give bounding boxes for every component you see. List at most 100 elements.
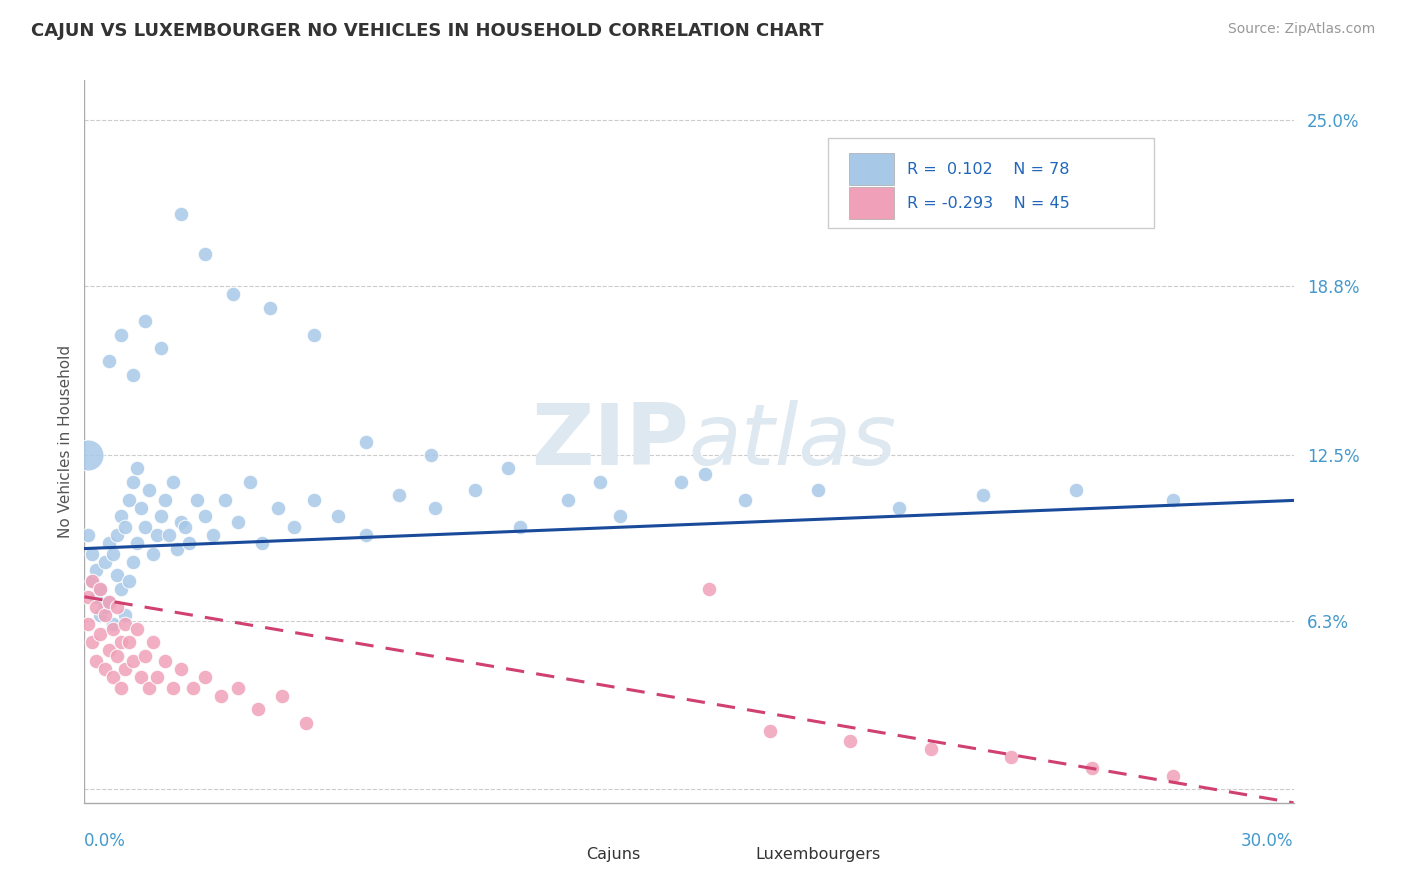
Point [89,582,111,596]
Point [82,574,104,588]
Point [420,448,443,462]
Text: R = -0.293    N = 45: R = -0.293 N = 45 [907,195,1070,211]
Point [149,509,172,524]
Point [86,563,108,577]
Point [93,608,115,623]
Point [246,702,269,716]
Point [887,501,910,516]
Bar [713,844,749,865]
Point [423,501,446,516]
Point [1000,750,1022,764]
Y-axis label: No Vehicles in Household: No Vehicles in Household [58,345,73,538]
Point [758,723,780,738]
Point [101,622,124,636]
Point [129,670,152,684]
Point [93,662,115,676]
Point [259,301,281,315]
Point [356,434,378,449]
Point [114,520,136,534]
Text: 30.0%: 30.0% [1241,831,1294,850]
Point [82,547,104,561]
Point [142,547,165,561]
Point [93,555,115,569]
Point [149,341,172,355]
Point [142,635,165,649]
Point [972,488,994,502]
Text: CAJUN VS LUXEMBOURGER NO VEHICLES IN HOUSEHOLD CORRELATION CHART: CAJUN VS LUXEMBOURGER NO VEHICLES IN HOU… [31,22,824,40]
Point [174,520,197,534]
Point [77,616,100,631]
Point [166,541,188,556]
Point [134,314,156,328]
Point [125,536,148,550]
Point [388,488,411,502]
Point [129,501,152,516]
Point [250,536,273,550]
Point [226,515,249,529]
Point [186,493,208,508]
Bar [544,844,581,865]
Bar [849,186,894,219]
Point [105,600,128,615]
Point [270,689,292,703]
Bar [849,153,894,186]
Point [134,648,156,663]
Point [170,515,193,529]
Text: R =  0.102    N = 78: R = 0.102 N = 78 [907,161,1069,177]
Point [464,483,486,497]
Point [118,493,141,508]
Point [97,354,120,368]
Point [509,520,531,534]
Point [170,662,193,676]
Point [110,635,132,649]
Point [283,520,305,534]
Point [239,475,262,489]
Point [105,568,128,582]
Point [77,528,100,542]
Point [121,654,143,668]
Point [589,475,612,489]
Point [114,616,136,631]
Point [807,483,830,497]
Point [356,528,378,542]
Point [82,635,104,649]
Point [121,555,143,569]
Point [89,627,111,641]
Point [89,582,111,596]
Point [557,493,579,508]
Point [1064,483,1087,497]
Point [222,287,245,301]
Text: Source: ZipAtlas.com: Source: ZipAtlas.com [1227,22,1375,37]
Point [209,689,232,703]
FancyBboxPatch shape [828,138,1154,228]
Point [194,247,217,261]
Point [125,461,148,475]
Point [138,681,160,695]
Point [181,681,204,695]
Point [118,635,141,649]
Point [138,483,160,497]
Point [134,520,156,534]
Point [86,600,108,615]
Point [214,493,236,508]
Point [97,595,120,609]
Point [86,654,108,668]
Point [669,475,692,489]
Point [89,608,111,623]
Point [97,643,120,657]
Point [162,681,184,695]
Point [920,742,942,756]
Point [110,509,132,524]
Point [170,207,193,221]
Point [609,509,631,524]
Point [118,574,141,588]
Point [146,670,169,684]
Point [295,715,318,730]
Point [328,509,350,524]
Point [1081,761,1104,775]
Text: 0.0%: 0.0% [84,831,127,850]
Point [157,528,180,542]
Point [114,662,136,676]
Point [97,536,120,550]
Point [101,616,124,631]
